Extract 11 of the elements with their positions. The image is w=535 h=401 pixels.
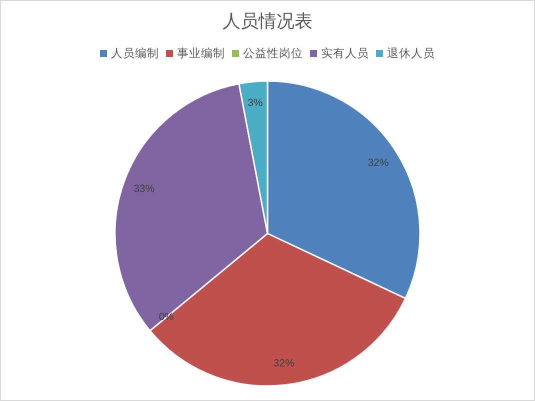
data-label: 32%	[273, 358, 294, 370]
text: 0%	[158, 311, 174, 324]
data-label: 33%	[134, 183, 155, 196]
legend-label: 事业编制	[177, 46, 225, 60]
legend-label: 人员编制	[111, 46, 159, 60]
chart-title: 人员情况表	[222, 11, 312, 31]
data-label: 3%	[248, 96, 263, 109]
legend-label: 实有人员	[321, 46, 369, 60]
legend-label: 退休人员	[387, 47, 435, 60]
data-label: 32%	[368, 157, 389, 170]
legend-label: 公益性岗位	[243, 47, 303, 60]
